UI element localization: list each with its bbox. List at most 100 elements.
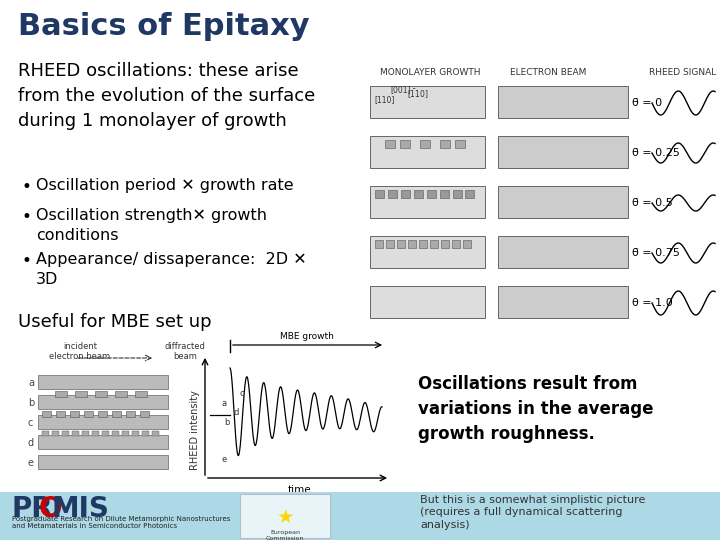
Bar — [440, 190, 449, 198]
Bar — [240, 494, 330, 538]
Bar — [115, 391, 127, 397]
Bar — [498, 236, 628, 268]
Bar — [122, 431, 129, 436]
Bar — [370, 136, 485, 168]
Bar — [401, 190, 410, 198]
Text: MIS: MIS — [52, 495, 110, 523]
Bar — [375, 240, 383, 248]
Text: ★: ★ — [276, 508, 294, 526]
Bar — [375, 190, 384, 198]
Bar — [498, 186, 628, 218]
Bar — [420, 140, 430, 148]
Bar — [62, 431, 69, 436]
Text: Oscillations result from
variations in the average
growth roughness.: Oscillations result from variations in t… — [418, 375, 654, 443]
Text: PR: PR — [12, 495, 53, 523]
Text: time: time — [288, 485, 312, 495]
Text: θ̄ = 0.5: θ̄ = 0.5 — [632, 198, 672, 208]
Bar — [441, 240, 449, 248]
Bar — [112, 411, 121, 417]
Text: a: a — [222, 399, 227, 408]
Text: θ̄ = 0: θ̄ = 0 — [632, 98, 662, 108]
Text: MONOLAYER GROWTH: MONOLAYER GROWTH — [380, 68, 480, 77]
Bar — [42, 431, 49, 436]
Text: But this is a somewhat simplistic picture
(requires a full dynamical scattering
: But this is a somewhat simplistic pictur… — [420, 495, 645, 530]
Text: Postgraduate Research on Dilute Metamorphic Nanostructures: Postgraduate Research on Dilute Metamorp… — [12, 516, 230, 522]
Bar — [455, 140, 465, 148]
Text: [001]: [001] — [390, 85, 410, 94]
Bar — [135, 391, 147, 397]
Text: MBE growth: MBE growth — [280, 332, 334, 341]
Bar — [84, 411, 93, 417]
Bar — [385, 140, 395, 148]
Bar — [152, 431, 159, 436]
Bar — [82, 431, 89, 436]
Bar — [38, 415, 168, 429]
Bar — [427, 190, 436, 198]
Text: Oscillation period ✕ growth rate: Oscillation period ✕ growth rate — [36, 178, 294, 193]
Text: [110]: [110] — [374, 95, 395, 104]
Bar — [414, 190, 423, 198]
Bar — [386, 240, 394, 248]
Text: diffracted
beam: diffracted beam — [165, 342, 205, 361]
Bar — [38, 435, 168, 449]
Text: and Metamaterials in Semiconductor Photonics: and Metamaterials in Semiconductor Photo… — [12, 523, 177, 529]
Text: Appearance/ dissaperance:  2D ✕
3D: Appearance/ dissaperance: 2D ✕ 3D — [36, 252, 307, 287]
Bar — [397, 240, 405, 248]
Bar — [72, 431, 79, 436]
Text: θ̄ = 0.75: θ̄ = 0.75 — [632, 248, 680, 258]
Text: d: d — [234, 408, 239, 417]
Bar — [112, 431, 119, 436]
Bar — [38, 395, 168, 409]
Bar — [126, 411, 135, 417]
Text: d: d — [28, 438, 34, 448]
Text: e: e — [28, 458, 34, 468]
Text: ELECTRON BEAM: ELECTRON BEAM — [510, 68, 586, 77]
Bar — [132, 431, 139, 436]
Bar — [430, 240, 438, 248]
Text: Oscillation strength✕ growth
conditions: Oscillation strength✕ growth conditions — [36, 208, 267, 243]
Text: c: c — [240, 389, 245, 398]
Text: e: e — [222, 455, 228, 464]
Bar — [56, 411, 65, 417]
Bar — [102, 431, 109, 436]
Bar — [440, 140, 450, 148]
Bar — [0, 492, 720, 540]
Bar — [465, 190, 474, 198]
Bar — [42, 411, 51, 417]
Bar — [38, 455, 168, 469]
Text: Useful for MBE set up: Useful for MBE set up — [18, 313, 212, 331]
Bar — [75, 391, 87, 397]
Bar — [370, 236, 485, 268]
Text: θ̄ = 0.25: θ̄ = 0.25 — [632, 148, 680, 158]
Text: a: a — [28, 378, 34, 388]
Bar — [453, 190, 462, 198]
Text: •: • — [22, 252, 32, 270]
Bar — [498, 86, 628, 118]
Bar — [408, 240, 416, 248]
Bar — [498, 286, 628, 318]
Text: b: b — [28, 398, 35, 408]
Bar — [370, 86, 485, 118]
Text: c: c — [28, 418, 33, 428]
Bar — [98, 411, 107, 417]
Text: RHEED intensity: RHEED intensity — [190, 390, 200, 470]
Bar — [38, 375, 168, 389]
Text: RHEED SIGNAL: RHEED SIGNAL — [649, 68, 716, 77]
Bar — [400, 140, 410, 148]
Bar — [498, 136, 628, 168]
Bar — [388, 190, 397, 198]
Bar — [419, 240, 427, 248]
Text: •: • — [22, 178, 32, 196]
Text: Basics of Epitaxy: Basics of Epitaxy — [18, 12, 310, 41]
Text: •: • — [22, 208, 32, 226]
Text: [$\bar{1}$10]: [$\bar{1}$10] — [407, 88, 429, 102]
Text: RHEED oscillations: these arise
from the evolution of the surface
during 1 monol: RHEED oscillations: these arise from the… — [18, 62, 315, 130]
Text: θ = 1.0: θ = 1.0 — [632, 298, 672, 308]
Bar — [463, 240, 471, 248]
Text: European
Commission: European Commission — [266, 530, 304, 540]
Bar — [55, 391, 67, 397]
Bar — [92, 431, 99, 436]
Bar — [370, 186, 485, 218]
Bar — [452, 240, 460, 248]
Bar — [52, 431, 59, 436]
